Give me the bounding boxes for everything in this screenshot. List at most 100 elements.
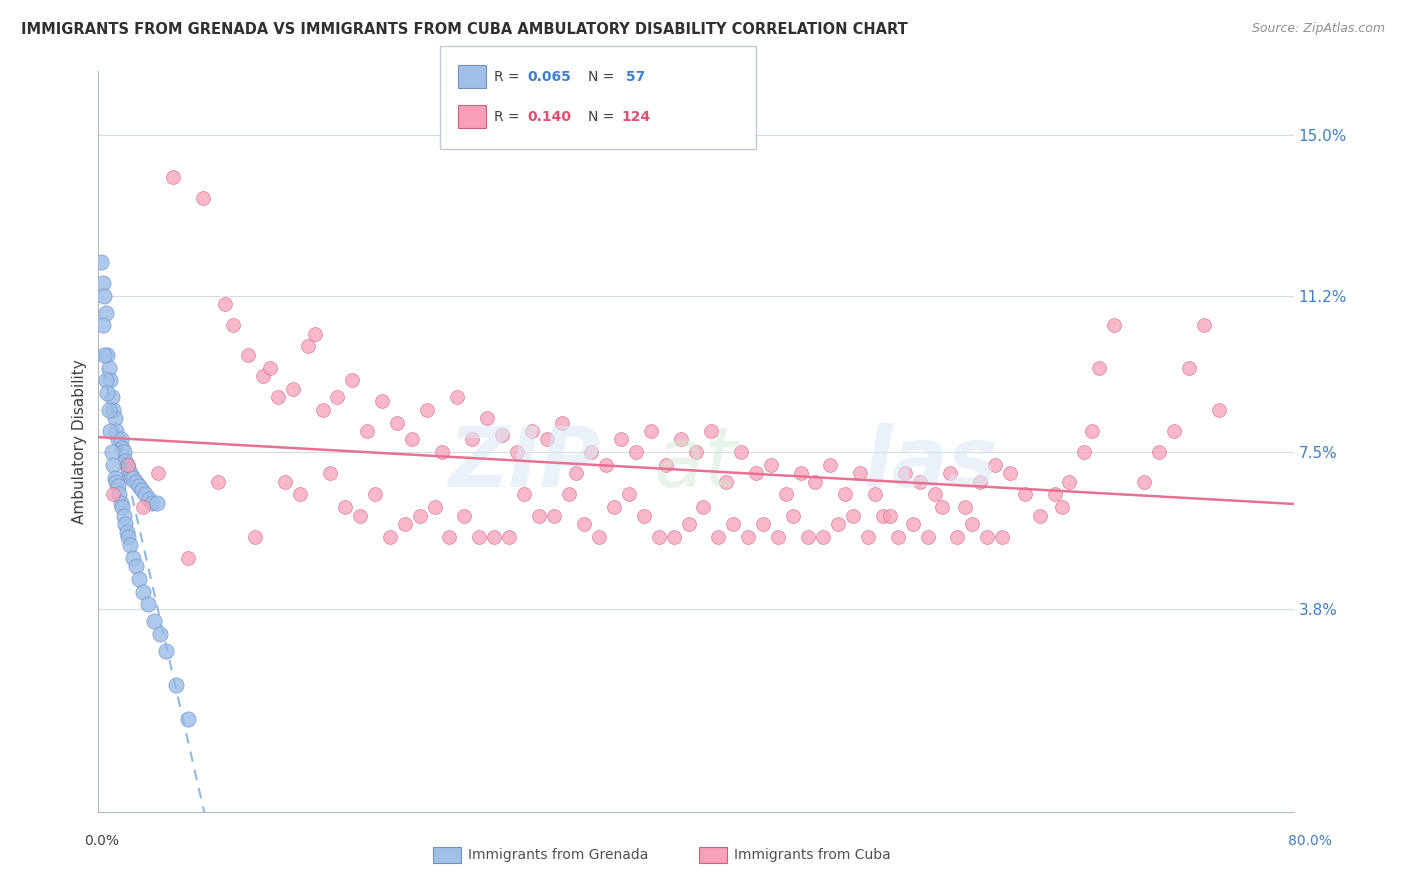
Point [842,508,865,523]
Point [603,500,626,515]
Text: R =: R = [494,70,523,84]
Point [872,508,894,523]
Point [105,475,128,489]
Point [527,508,550,523]
Point [962,516,984,531]
Text: 124: 124 [621,110,651,124]
Point [588,530,610,544]
Point [120,470,142,484]
Point [498,530,520,544]
Point [333,500,356,515]
Point [730,445,752,459]
Point [115,525,138,540]
Point [707,530,730,544]
Point [475,411,498,425]
Point [1043,487,1066,501]
Point [138,491,160,506]
Point [939,467,962,481]
Point [692,500,714,515]
Point [782,508,804,523]
Point [766,530,789,544]
Point [222,318,245,333]
Point [104,470,127,484]
Point [924,487,946,501]
Point [572,516,595,531]
Point [827,516,849,531]
Point [94,305,117,319]
Point [723,516,745,531]
Point [1028,508,1050,523]
Point [97,360,120,375]
Point [714,475,737,489]
Point [520,424,543,438]
Point [1088,360,1111,375]
Text: ZIP: ZIP [447,423,600,504]
Point [125,475,148,489]
Point [281,382,304,396]
Point [468,530,491,544]
Text: IMMIGRANTS FROM GRENADA VS IMMIGRANTS FROM CUBA AMBULATORY DISABILITY CORRELATIO: IMMIGRANTS FROM GRENADA VS IMMIGRANTS FR… [21,22,908,37]
Point [581,445,603,459]
Text: N =: N = [588,110,619,124]
Point [112,445,135,459]
Point [737,530,759,544]
Point [1014,487,1036,501]
Point [117,458,139,472]
Point [134,487,156,501]
Point [423,500,446,515]
Point [131,483,153,498]
Point [112,508,135,523]
Point [125,559,148,574]
Point [908,475,931,489]
Point [214,297,236,311]
Point [1208,402,1230,417]
Point [132,500,155,515]
Point [543,508,565,523]
Point [430,445,453,459]
Point [132,584,155,599]
Point [461,433,484,447]
Point [984,458,1007,472]
Point [93,288,115,302]
Point [669,433,692,447]
Point [104,411,127,425]
Point [640,424,662,438]
Point [252,368,274,383]
Point [274,475,297,489]
Point [91,318,114,333]
Point [558,487,581,501]
Point [267,390,290,404]
Point [752,516,775,531]
Point [662,530,685,544]
Point [565,467,588,481]
Point [245,530,267,544]
Point [998,467,1021,481]
Point [820,458,842,472]
Point [103,458,125,472]
Point [165,678,187,692]
Point [155,644,177,658]
Point [378,530,401,544]
Text: 0.0%: 0.0% [84,834,118,848]
Point [917,530,939,544]
Point [114,453,136,467]
Point [96,385,118,400]
Point [94,373,117,387]
Point [506,445,529,459]
Point [1081,424,1104,438]
Text: Immigrants from Grenada: Immigrants from Grenada [468,848,648,863]
Point [976,530,998,544]
Point [513,487,536,501]
Text: R =: R = [494,110,523,124]
Point [117,462,139,476]
Point [678,516,700,531]
Point [96,348,118,362]
Point [236,348,259,362]
Point [364,487,387,501]
Point [856,530,879,544]
Point [484,530,506,544]
Point [136,598,159,612]
Point [886,530,908,544]
Point [117,530,139,544]
Point [797,530,820,544]
